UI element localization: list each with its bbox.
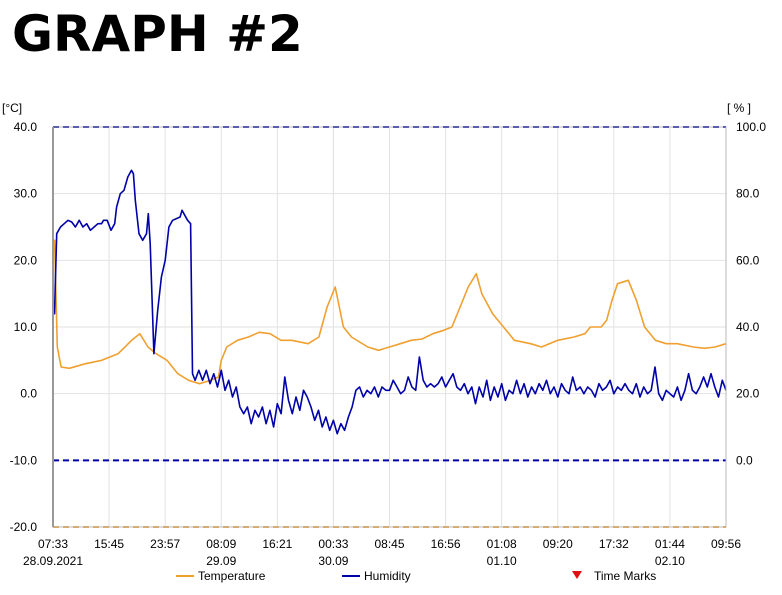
x-tick-time-label: 00:33 bbox=[318, 537, 348, 551]
y-right-tick-label: 60.0 bbox=[736, 253, 760, 267]
x-tick-time-label: 09:56 bbox=[711, 537, 741, 551]
y-right-tick-label: 80.0 bbox=[736, 187, 760, 201]
x-tick-date-label: 30.09 bbox=[318, 554, 348, 568]
y-axis-right-unit: [ % ] bbox=[727, 101, 751, 115]
x-tick-time-label: 23:57 bbox=[150, 537, 180, 551]
x-tick-time-label: 09:20 bbox=[543, 537, 573, 551]
y-axis-left-unit: [°C] bbox=[2, 101, 22, 115]
y-left-tick-label: 30.0 bbox=[14, 187, 38, 201]
y-axis-right: 100.0 80.0 60.0 40.0 20.0 0.0 bbox=[736, 120, 766, 467]
y-left-tick-label: 0.0 bbox=[20, 387, 37, 401]
humidity-series-line bbox=[53, 169, 727, 435]
legend-label: Time Marks bbox=[594, 569, 656, 583]
x-tick-date-label: 29.09 bbox=[206, 554, 236, 568]
x-tick-date-label: 28.09.2021 bbox=[23, 554, 83, 568]
x-tick-time-label: 01:44 bbox=[655, 537, 685, 551]
y-left-tick-label: 10.0 bbox=[14, 320, 38, 334]
time-marks-legend-marker bbox=[572, 571, 582, 579]
x-tick-time-label: 07:33 bbox=[38, 537, 68, 551]
y-left-tick-label: 20.0 bbox=[14, 253, 38, 267]
x-tick-date-label: 02.10 bbox=[655, 554, 685, 568]
y-left-tick-label: 40.0 bbox=[14, 120, 38, 134]
chart-grid bbox=[52, 126, 727, 528]
x-tick-time-label: 08:45 bbox=[374, 537, 404, 551]
y-left-tick-label: -10.0 bbox=[10, 453, 38, 467]
y-right-tick-label: 100.0 bbox=[736, 120, 766, 134]
chart-legend: Temperature Humidity Time Marks bbox=[176, 569, 656, 583]
y-left-tick-label: -20.0 bbox=[10, 520, 38, 534]
x-tick-time-label: 01:08 bbox=[487, 537, 517, 551]
temperature-series-line bbox=[52, 239, 727, 385]
y-axis-left: 40.0 30.0 20.0 10.0 0.0 -10.0 -20.0 bbox=[10, 120, 38, 534]
y-right-tick-label: 0.0 bbox=[736, 453, 753, 467]
y-right-tick-label: 40.0 bbox=[736, 320, 760, 334]
x-axis: 07:33 28.09.2021 15:45 23:57 08:09 29.09 16:21… bbox=[23, 537, 741, 568]
x-tick-time-label: 16:21 bbox=[262, 537, 292, 551]
chart-series bbox=[52, 169, 727, 435]
page-title: GRAPH #2 bbox=[12, 5, 303, 63]
x-tick-date-label: 01.10 bbox=[487, 554, 517, 568]
y-right-tick-label: 20.0 bbox=[736, 387, 760, 401]
x-tick-time-label: 08:09 bbox=[206, 537, 236, 551]
legend-label: Humidity bbox=[364, 569, 411, 583]
legend-label: Temperature bbox=[198, 569, 266, 583]
x-tick-time-label: 16:56 bbox=[431, 537, 461, 551]
x-tick-time-label: 15:45 bbox=[94, 537, 124, 551]
x-tick-time-label: 17:32 bbox=[599, 537, 629, 551]
